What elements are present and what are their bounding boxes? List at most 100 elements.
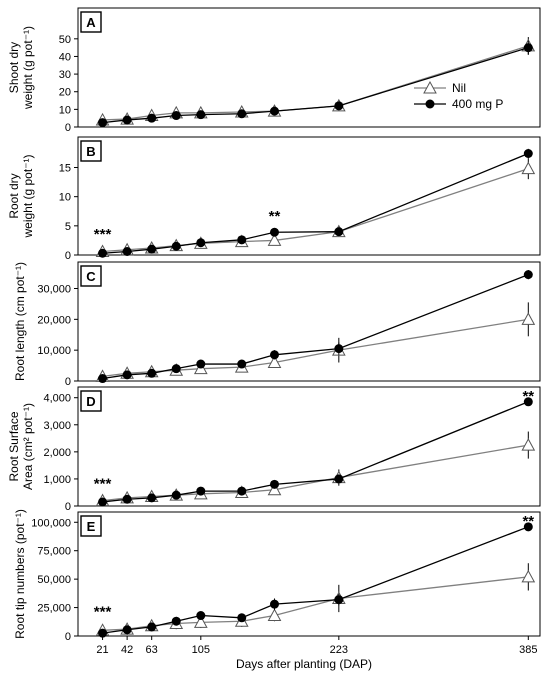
y-tick-label: 0 — [65, 501, 71, 513]
data-point-p400 — [269, 599, 279, 609]
panel-e: E 0 25,000 50,000 75,000 100,000 Root tip numb… — [13, 509, 541, 643]
x-axis-title: Days after planting (DAP) — [236, 657, 372, 671]
data-point-p400 — [523, 522, 533, 532]
panel-label-box — [80, 515, 102, 537]
legend-marker-p400 — [425, 99, 435, 109]
x-tick-label: 105 — [192, 644, 210, 656]
panel-label-box — [80, 140, 102, 162]
data-point-p400 — [122, 370, 132, 380]
y-tick-label: 2,000 — [43, 447, 71, 459]
panel-label-box — [80, 390, 102, 412]
data-point-nil — [193, 615, 208, 628]
panel-label: B — [86, 144, 95, 159]
data-point-p400 — [237, 486, 247, 496]
plot-frame — [77, 136, 541, 256]
data-point-p400 — [196, 110, 206, 120]
data-point-nil — [521, 312, 536, 325]
data-point-p400 — [269, 479, 279, 489]
significance-marker: *** — [94, 476, 112, 493]
data-point-p400 — [171, 616, 181, 626]
y-axis-label: Root length (cm pot⁻¹) — [13, 262, 27, 381]
y-tick-label: 0 — [65, 376, 71, 388]
data-point-p400 — [523, 397, 533, 407]
significance-marker: ** — [522, 513, 534, 530]
x-tick-label: 223 — [330, 644, 348, 656]
data-point-nil — [267, 608, 282, 622]
panel-label: E — [87, 519, 96, 534]
y-tick-label: 0 — [65, 250, 71, 262]
data-point-p400 — [334, 101, 344, 111]
significance-marker: *** — [94, 604, 112, 621]
data-point-p400 — [147, 113, 157, 123]
data-point-p400 — [122, 247, 132, 256]
data-point-p400 — [523, 149, 533, 158]
y-tick-label: 10 — [59, 104, 71, 116]
data-point-p400 — [122, 494, 132, 504]
y-tick-label: 0 — [65, 122, 71, 134]
y-axis-label: weight (g pot⁻¹) — [21, 26, 35, 110]
significance-marker: ** — [269, 208, 281, 225]
data-point-p400 — [269, 227, 279, 237]
data-point-p400 — [171, 111, 181, 121]
data-point-p400 — [147, 493, 157, 503]
y-tick-label: 100,000 — [31, 517, 71, 529]
legend-marker-nil — [423, 80, 437, 94]
y-tick-label: 5 — [65, 221, 71, 233]
y-tick-label: 30 — [59, 69, 71, 81]
x-tick-label: 42 — [121, 644, 133, 656]
significance-marker: ** — [522, 388, 534, 405]
series-line — [102, 401, 529, 503]
data-point-p400 — [334, 227, 344, 237]
data-point-p400 — [196, 359, 206, 369]
y-tick-label: 20 — [59, 87, 71, 99]
data-point-p400 — [237, 359, 247, 369]
y-tick-label: 10 — [59, 192, 71, 204]
data-point-p400 — [196, 238, 206, 248]
data-point-nil — [521, 438, 536, 451]
legend: Nil 400 mg P — [414, 80, 503, 111]
y-axis-label: Root dry — [7, 173, 21, 218]
data-point-p400 — [122, 625, 132, 635]
series-p400 — [98, 522, 533, 638]
data-point-p400 — [237, 235, 247, 245]
y-tick-label: 15 — [59, 163, 71, 175]
data-point-p400 — [237, 613, 247, 623]
plot-frame — [77, 261, 541, 382]
panel-label: A — [86, 15, 96, 30]
data-point-p400 — [196, 486, 206, 496]
data-point-p400 — [122, 115, 132, 125]
significance-marker: *** — [94, 226, 112, 243]
y-tick-label: 75,000 — [37, 546, 71, 558]
series-line — [102, 168, 529, 253]
data-point-p400 — [269, 106, 279, 116]
y-tick-label: 50,000 — [37, 574, 71, 586]
x-tick-label: 21 — [96, 644, 108, 656]
panel-label-box — [80, 265, 102, 287]
data-point-p400 — [147, 622, 157, 632]
y-tick-label: 4,000 — [43, 393, 71, 405]
series-line — [102, 444, 529, 502]
data-point-p400 — [523, 270, 533, 280]
data-point-p400 — [98, 374, 108, 384]
y-tick-label: 1,000 — [43, 474, 71, 486]
series-p400 — [98, 397, 533, 507]
data-point-nil — [267, 482, 282, 496]
data-point-p400 — [171, 490, 181, 500]
data-point-nil — [267, 233, 282, 246]
data-point-nil — [521, 161, 536, 175]
legend-label-nil: Nil — [452, 81, 466, 95]
series-p400 — [98, 148, 533, 258]
series-p400 — [98, 270, 533, 384]
series-nil — [95, 158, 536, 257]
data-point-p400 — [237, 109, 247, 119]
y-axis-label: Area (cm² pot⁻¹) — [21, 403, 35, 490]
legend-label-p400: 400 mg P — [452, 97, 503, 111]
y-tick-label: 30,000 — [37, 284, 71, 296]
y-tick-label: 0 — [65, 631, 71, 643]
x-tick-label: 63 — [146, 644, 158, 656]
y-tick-label: 50 — [59, 34, 71, 46]
data-point-p400 — [334, 474, 344, 484]
data-point-nil — [521, 569, 536, 583]
